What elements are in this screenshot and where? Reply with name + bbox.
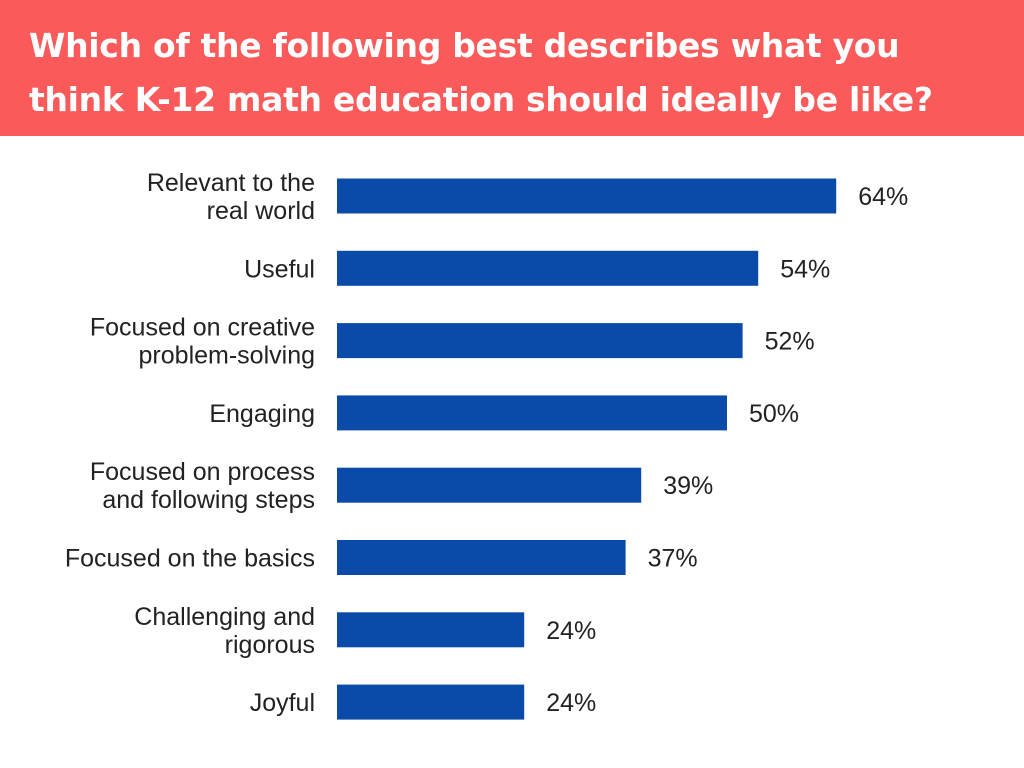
bar <box>337 250 759 286</box>
bar <box>337 467 642 503</box>
category-label: and following steps <box>102 486 315 514</box>
bar <box>337 684 525 720</box>
category-label: problem-solving <box>139 342 315 370</box>
value-label: 24% <box>546 617 596 645</box>
chart-title-line-1: Which of the following best describes wh… <box>29 26 900 65</box>
value-label: 52% <box>765 328 815 356</box>
value-label: 24% <box>546 689 596 717</box>
category-label: Challenging and <box>134 603 315 631</box>
category-label: Focused on creative <box>90 314 315 342</box>
category-label: Focused on process <box>90 458 315 486</box>
bar <box>337 540 626 575</box>
category-label: Joyful <box>250 689 315 717</box>
category-label: Useful <box>244 255 315 283</box>
title-banner: Which of the following best describes wh… <box>0 0 1024 136</box>
category-label: Focused on the basics <box>65 545 315 573</box>
bar <box>337 395 727 431</box>
value-label: 54% <box>780 255 830 283</box>
value-label: 50% <box>749 400 799 428</box>
category-label: Relevant to the <box>147 169 315 197</box>
category-label: real world <box>207 197 315 225</box>
bar <box>337 178 837 214</box>
bar <box>337 612 525 648</box>
bar <box>337 323 743 359</box>
value-label: 64% <box>858 183 908 211</box>
category-label: rigorous <box>225 631 315 659</box>
chart-title-line-2: think K-12 math education should ideally… <box>29 80 933 119</box>
value-label: 39% <box>663 472 713 500</box>
value-label: 37% <box>648 545 698 573</box>
category-label: Engaging <box>209 400 315 428</box>
